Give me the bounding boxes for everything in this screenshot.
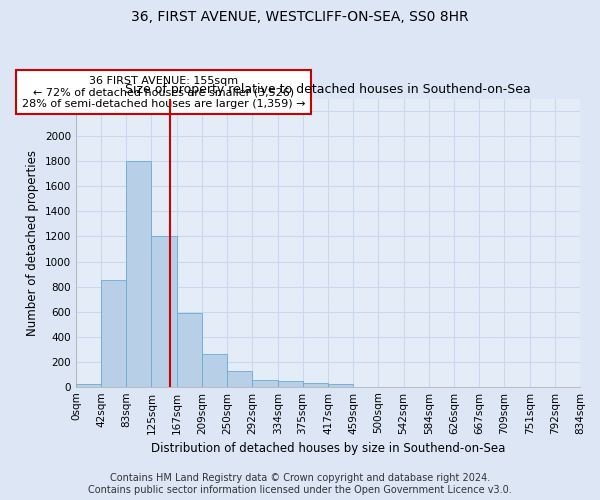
Y-axis label: Number of detached properties: Number of detached properties bbox=[26, 150, 39, 336]
X-axis label: Distribution of detached houses by size in Southend-on-Sea: Distribution of detached houses by size … bbox=[151, 442, 505, 455]
Text: Contains HM Land Registry data © Crown copyright and database right 2024.
Contai: Contains HM Land Registry data © Crown c… bbox=[88, 474, 512, 495]
Bar bbox=[253, 380, 278, 386]
Text: 36, FIRST AVENUE, WESTCLIFF-ON-SEA, SS0 8HR: 36, FIRST AVENUE, WESTCLIFF-ON-SEA, SS0 … bbox=[131, 10, 469, 24]
Title: Size of property relative to detached houses in Southend-on-Sea: Size of property relative to detached ho… bbox=[125, 84, 531, 96]
Bar bbox=[227, 371, 253, 386]
Bar bbox=[328, 384, 353, 386]
Bar bbox=[151, 236, 177, 386]
Bar bbox=[278, 381, 302, 386]
Bar bbox=[126, 162, 151, 386]
Bar bbox=[101, 280, 126, 386]
Bar bbox=[302, 382, 328, 386]
Bar bbox=[177, 313, 202, 386]
Bar bbox=[76, 384, 101, 386]
Text: 36 FIRST AVENUE: 155sqm
← 72% of detached houses are smaller (3,526)
28% of semi: 36 FIRST AVENUE: 155sqm ← 72% of detache… bbox=[22, 76, 305, 109]
Bar bbox=[202, 354, 227, 386]
